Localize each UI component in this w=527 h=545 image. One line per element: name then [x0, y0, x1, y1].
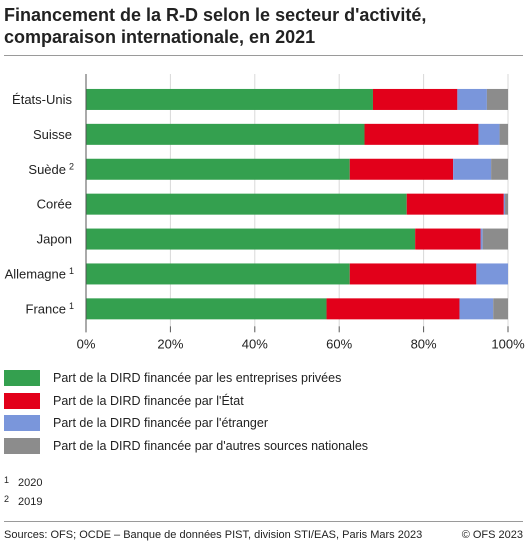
copyright-text: © OFS 2023 [461, 529, 523, 541]
bar-4-series-3 [503, 193, 506, 215]
bar-5-series-3 [480, 228, 483, 250]
x-tick-label-5: 100% [491, 336, 525, 351]
category-label-3: Suède [28, 162, 66, 177]
bar-4-series-4 [505, 193, 508, 215]
bar-7-series-1 [86, 298, 327, 320]
bar-7-series-4 [493, 298, 508, 320]
bar-2-series-1 [86, 123, 365, 145]
bar-7-series-3 [459, 298, 494, 320]
bar-1-series-2 [372, 88, 458, 110]
legend-item-3: Part de la DIRD financée par l'étranger [4, 412, 524, 435]
bar-6-series-1 [86, 263, 350, 285]
footnote-2: 2 2019 [4, 491, 42, 510]
category-label-7: France [26, 301, 66, 316]
bar-3-series-4 [491, 158, 508, 180]
footnote-1: 1 2020 [4, 472, 42, 491]
bar-7-series-2 [326, 298, 460, 320]
bar-3-series-1 [86, 158, 350, 180]
legend-label-4: Part de la DIRD financée par d'autres so… [53, 438, 369, 453]
x-tick-label-2: 40% [242, 336, 268, 351]
x-tick-label-1: 20% [157, 336, 183, 351]
footnotes: 1 2020 2 2019 [4, 472, 42, 510]
category-label-1: États-Unis [12, 92, 72, 107]
legend-swatch-1 [4, 370, 40, 387]
bar-2-series-2 [364, 123, 479, 145]
chart-legend: Part de la DIRD financée par les entrepr… [4, 367, 524, 457]
legend-label-1: Part de la DIRD financée par les entrepr… [53, 371, 342, 386]
bar-2-series-3 [478, 123, 500, 145]
legend-item-4: Part de la DIRD financée par d'autres so… [4, 435, 524, 458]
footnote-2-text: 2019 [18, 496, 43, 508]
footnote-1-marker: 1 [4, 475, 10, 485]
legend-swatch-4 [4, 437, 40, 454]
bar-6-series-2 [349, 263, 477, 285]
bar-4-series-2 [406, 193, 504, 215]
legend-swatch-3 [4, 415, 40, 432]
bar-5-series-1 [86, 228, 416, 250]
bar-1-series-4 [486, 88, 508, 110]
bar-3-series-2 [349, 158, 454, 180]
legend-item-2: Part de la DIRD financée par l'État [4, 390, 524, 413]
title-divider [4, 55, 523, 56]
legend-swatch-2 [4, 392, 40, 409]
category-label-6: Allemagne [5, 266, 66, 281]
legend-label-3: Part de la DIRD financée par l'étranger [53, 416, 268, 431]
footer: Sources: OFS; OCDE – Banque de données P… [4, 529, 523, 541]
source-text: Sources: OFS; OCDE – Banque de données P… [4, 529, 423, 541]
x-tick-label-3: 60% [326, 336, 352, 351]
chart-title: Financement de la R-D selon le secteur d… [4, 5, 427, 47]
category-label-2: Suisse [33, 127, 72, 142]
bar-3-series-3 [453, 158, 492, 180]
x-tick-label-0: 0% [77, 336, 96, 351]
category-label-5: Japon [37, 232, 72, 247]
stacked-bar-chart: États-Unis Suisse Suède 2 Corée Japon Allemagn… [5, 74, 525, 351]
bar-5-series-2 [415, 228, 481, 250]
bar-6-series-3 [476, 263, 508, 285]
category-note-6: 1 [69, 266, 74, 276]
category-note-7: 1 [69, 301, 74, 311]
x-tick-label-4: 80% [411, 336, 437, 351]
bar-5-series-4 [482, 228, 508, 250]
bar-2-series-4 [499, 123, 508, 145]
bar-4-series-1 [86, 193, 407, 215]
category-note-3: 2 [69, 161, 74, 171]
bar-1-series-1 [86, 88, 373, 110]
bar-1-series-3 [457, 88, 487, 110]
footnote-1-text: 2020 [18, 477, 43, 489]
footer-divider [4, 521, 523, 522]
footnote-2-marker: 2 [4, 494, 10, 504]
legend-label-2: Part de la DIRD financée par l'État [53, 393, 244, 408]
category-label-4: Corée [37, 197, 72, 212]
legend-item-1: Part de la DIRD financée par les entrepr… [4, 367, 524, 390]
